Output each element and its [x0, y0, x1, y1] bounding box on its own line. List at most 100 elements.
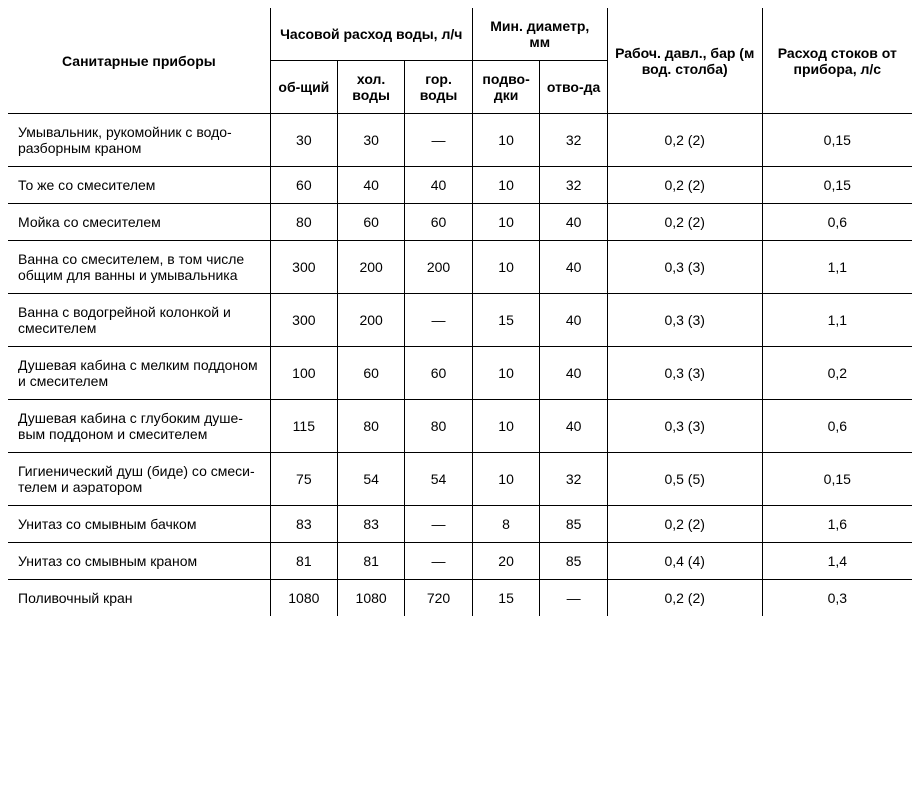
table-row: Умывальник, рукомойник с водо-разборным …	[8, 114, 912, 167]
cell-total: 115	[270, 400, 337, 453]
cell-fixture: Душевая кабина с мелким поддоном и смеси…	[8, 347, 270, 400]
cell-d-supply: 10	[472, 114, 540, 167]
cell-d-outlet: 40	[540, 347, 607, 400]
cell-hot: 60	[405, 347, 472, 400]
table-row: Ванна с водогрейной колонкой и смесителе…	[8, 294, 912, 347]
table-row: Гигиенический душ (биде) со смеси-телем …	[8, 453, 912, 506]
cell-cold: 200	[337, 294, 404, 347]
cell-fixture: Унитаз со смывным краном	[8, 543, 270, 580]
cell-pressure: 0,2 (2)	[607, 580, 762, 617]
cell-total: 30	[270, 114, 337, 167]
cell-pressure: 0,2 (2)	[607, 204, 762, 241]
cell-d-supply: 10	[472, 347, 540, 400]
header-diam-supply: подво-дки	[472, 61, 540, 114]
cell-d-outlet: 85	[540, 506, 607, 543]
table-row: Унитаз со смывным бачком8383—8850,2 (2)1…	[8, 506, 912, 543]
header-drain: Расход стоков от прибора, л/с	[762, 8, 912, 114]
cell-d-supply: 10	[472, 453, 540, 506]
cell-total: 300	[270, 294, 337, 347]
header-diam-group: Мин. диаметр, мм	[472, 8, 607, 61]
cell-drain: 0,15	[762, 167, 912, 204]
cell-cold: 60	[337, 347, 404, 400]
cell-hot: 80	[405, 400, 472, 453]
header-fixtures: Санитарные приборы	[8, 8, 270, 114]
cell-pressure: 0,2 (2)	[607, 167, 762, 204]
table-row: Ванна со смесителем, в том числе общим д…	[8, 241, 912, 294]
table-row: Унитаз со смывным краном8181—20850,4 (4)…	[8, 543, 912, 580]
cell-drain: 0,15	[762, 114, 912, 167]
cell-drain: 0,6	[762, 400, 912, 453]
cell-pressure: 0,3 (3)	[607, 400, 762, 453]
cell-d-outlet: 85	[540, 543, 607, 580]
cell-total: 300	[270, 241, 337, 294]
cell-cold: 40	[337, 167, 404, 204]
cell-d-supply: 20	[472, 543, 540, 580]
cell-pressure: 0,3 (3)	[607, 294, 762, 347]
cell-d-supply: 10	[472, 167, 540, 204]
cell-d-outlet: 40	[540, 400, 607, 453]
cell-drain: 0,15	[762, 453, 912, 506]
cell-hot: —	[405, 506, 472, 543]
cell-hot: 54	[405, 453, 472, 506]
table-row: То же со смесителем60404010320,2 (2)0,15	[8, 167, 912, 204]
cell-fixture: Ванна с водогрейной колонкой и смесителе…	[8, 294, 270, 347]
cell-drain: 1,1	[762, 241, 912, 294]
cell-fixture: Мойка со смесителем	[8, 204, 270, 241]
header-hourly-total: об-щий	[270, 61, 337, 114]
cell-drain: 1,4	[762, 543, 912, 580]
cell-d-outlet: 40	[540, 294, 607, 347]
cell-d-outlet: 32	[540, 453, 607, 506]
cell-total: 60	[270, 167, 337, 204]
cell-pressure: 0,2 (2)	[607, 114, 762, 167]
cell-hot: 720	[405, 580, 472, 617]
cell-d-outlet: —	[540, 580, 607, 617]
cell-total: 83	[270, 506, 337, 543]
cell-hot: 60	[405, 204, 472, 241]
cell-total: 81	[270, 543, 337, 580]
cell-d-outlet: 40	[540, 241, 607, 294]
cell-drain: 1,1	[762, 294, 912, 347]
table-row: Душевая кабина с мелким поддоном и смеси…	[8, 347, 912, 400]
table-row: Мойка со смесителем80606010400,2 (2)0,6	[8, 204, 912, 241]
cell-hot: —	[405, 294, 472, 347]
cell-cold: 30	[337, 114, 404, 167]
table-row: Поливочный кран1080108072015—0,2 (2)0,3	[8, 580, 912, 617]
cell-drain: 0,2	[762, 347, 912, 400]
header-hourly-hot: гор. воды	[405, 61, 472, 114]
cell-pressure: 0,2 (2)	[607, 506, 762, 543]
cell-d-supply: 10	[472, 204, 540, 241]
header-hourly-cold: хол. воды	[337, 61, 404, 114]
cell-hot: —	[405, 543, 472, 580]
header-hourly-group: Часовой расход воды, л/ч	[270, 8, 472, 61]
cell-fixture: Ванна со смесителем, в том числе общим д…	[8, 241, 270, 294]
cell-total: 75	[270, 453, 337, 506]
header-pressure: Рабоч. давл., бар (м вод. столба)	[607, 8, 762, 114]
table-row: Душевая кабина с глубоким душе-вым поддо…	[8, 400, 912, 453]
cell-drain: 0,3	[762, 580, 912, 617]
cell-d-outlet: 40	[540, 204, 607, 241]
cell-total: 100	[270, 347, 337, 400]
cell-fixture: Гигиенический душ (биде) со смеси-телем …	[8, 453, 270, 506]
cell-hot: 40	[405, 167, 472, 204]
cell-cold: 200	[337, 241, 404, 294]
cell-d-supply: 10	[472, 241, 540, 294]
cell-d-supply: 15	[472, 294, 540, 347]
cell-pressure: 0,4 (4)	[607, 543, 762, 580]
cell-d-supply: 15	[472, 580, 540, 617]
cell-cold: 81	[337, 543, 404, 580]
cell-fixture: Умывальник, рукомойник с водо-разборным …	[8, 114, 270, 167]
cell-drain: 1,6	[762, 506, 912, 543]
cell-total: 80	[270, 204, 337, 241]
cell-drain: 0,6	[762, 204, 912, 241]
cell-pressure: 0,3 (3)	[607, 241, 762, 294]
cell-total: 1080	[270, 580, 337, 617]
cell-d-outlet: 32	[540, 167, 607, 204]
cell-cold: 80	[337, 400, 404, 453]
cell-fixture: Унитаз со смывным бачком	[8, 506, 270, 543]
cell-cold: 60	[337, 204, 404, 241]
cell-cold: 83	[337, 506, 404, 543]
cell-d-supply: 10	[472, 400, 540, 453]
cell-cold: 1080	[337, 580, 404, 617]
header-diam-outlet: отво-да	[540, 61, 607, 114]
cell-fixture: Душевая кабина с глубоким душе-вым поддо…	[8, 400, 270, 453]
